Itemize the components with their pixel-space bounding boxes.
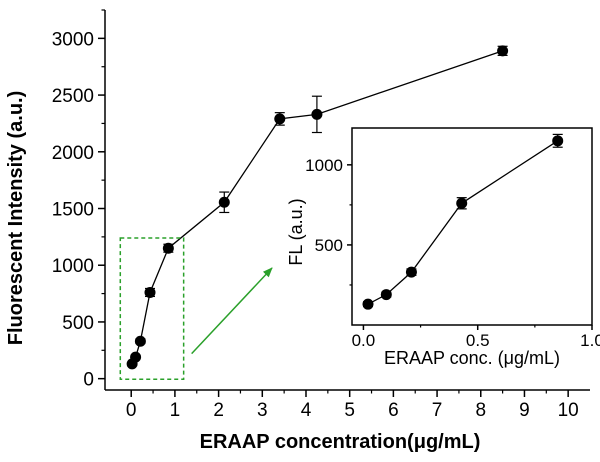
inset-plot: 0.0 0.5 1.0 500 1000 ERAAP conc. (μg/mL) FL (a…: [286, 127, 600, 368]
main-data-point: [311, 108, 323, 120]
main-x-axis-title: ERAAP concentration(μg/mL): [200, 431, 481, 453]
inset-data-point: [552, 135, 564, 147]
main-y-tick-label: 500: [62, 313, 94, 334]
main-y-tick-label: 1000: [52, 256, 94, 277]
main-data-point: [144, 286, 156, 298]
inset-x-axis-title: ERAAP conc. (μg/mL): [384, 348, 560, 368]
main-data-point: [218, 196, 230, 208]
inset-y-tick-label: 1000: [305, 156, 343, 175]
inset-data-point: [380, 289, 392, 301]
main-y-tick-label: 3000: [52, 29, 94, 50]
inset-plot-frame: [351, 127, 593, 326]
main-y-tick-label: 1500: [52, 200, 94, 221]
main-data-point: [130, 351, 142, 363]
main-x-tick-label: 5: [344, 400, 355, 421]
inset-y-axis-title: FL (a.u.): [286, 198, 306, 265]
main-y-tick-label: 2000: [52, 143, 94, 164]
inset-x-tick-label: 0.0: [352, 331, 376, 350]
main-x-tick-label: 2: [213, 400, 224, 421]
inset-data-point: [405, 266, 417, 278]
main-data-point: [162, 242, 174, 254]
main-x-tick-label: 0: [126, 400, 137, 421]
zoom-annotation: [119, 237, 273, 380]
inset-y-tick-label: 500: [315, 236, 343, 255]
main-x-tick-label: 4: [301, 400, 312, 421]
main-x-tick-label: 1: [170, 400, 181, 421]
inset-data-point: [456, 197, 468, 209]
main-x-tick-label: 3: [257, 400, 268, 421]
inset-series-line: [367, 140, 559, 305]
main-data-point: [497, 45, 509, 57]
inset-x-tick-label: 0.5: [466, 331, 490, 350]
main-data-point: [274, 113, 286, 125]
main-x-tick-label: 7: [432, 400, 443, 421]
zoom-arrow: [191, 267, 273, 355]
main-x-tick-label: 6: [388, 400, 399, 421]
main-plot: 0 1 2 3 4 5 6 7 8 9 10 0 500 1000 1500 2000 2500 3000 ERAA…: [5, 9, 590, 453]
main-x-tick-label: 10: [558, 400, 579, 421]
zoom-dashed-box: [119, 237, 185, 380]
main-y-axis-title: Fluorescent Intensity (a.u.): [5, 91, 27, 345]
main-x-tick-label: 9: [519, 400, 530, 421]
inset-x-tick-label: 1.0: [580, 331, 600, 350]
inset-data-point: [362, 298, 374, 310]
main-y-tick-label: 0: [83, 370, 94, 391]
main-x-tick-label: 8: [475, 400, 486, 421]
main-y-tick-label: 2500: [52, 86, 94, 107]
main-data-point: [134, 335, 146, 347]
